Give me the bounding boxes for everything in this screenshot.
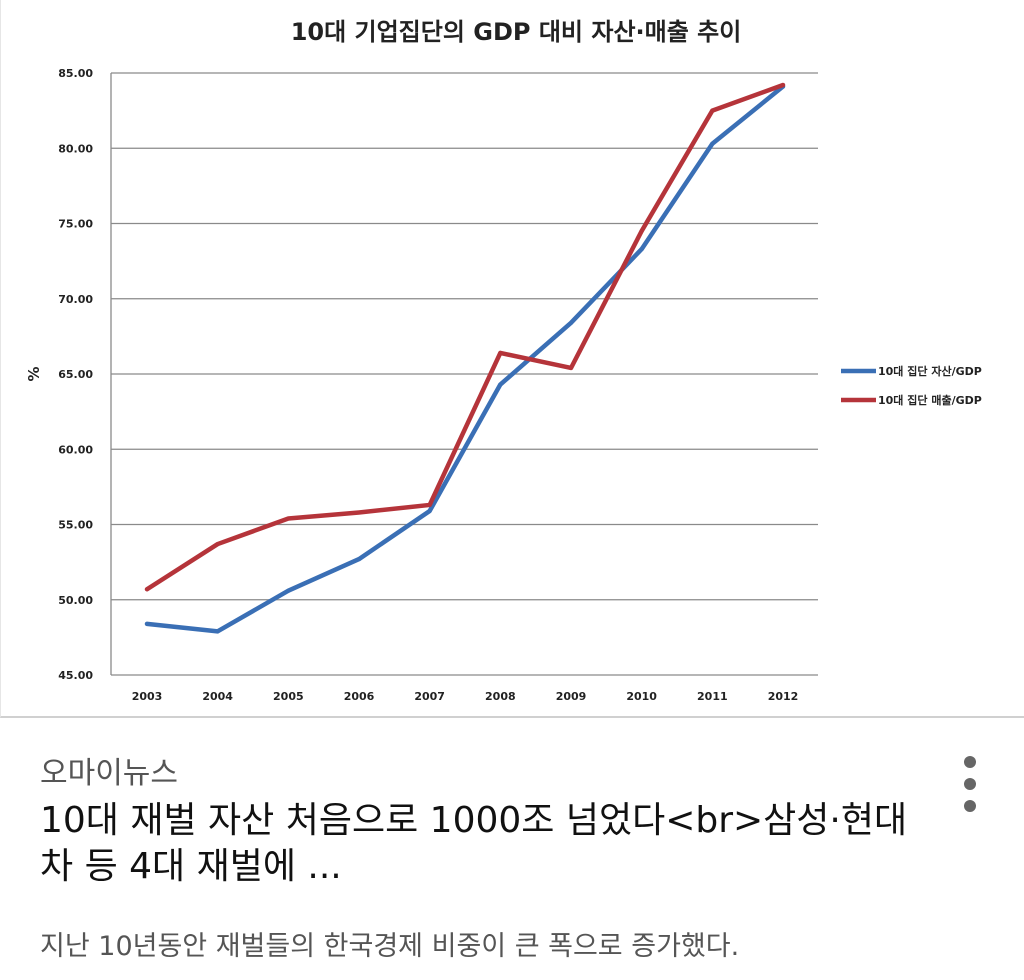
x-tick-label: 2010 xyxy=(626,690,657,703)
more-dot xyxy=(964,756,976,768)
series-0-point xyxy=(286,588,291,593)
x-tick-label: 2009 xyxy=(556,690,587,703)
series-0-point xyxy=(145,621,149,626)
x-tick-label: 2006 xyxy=(344,690,375,703)
series-0-point xyxy=(710,141,715,146)
news-snippet: 지난 10년동안 재벌들의 한국경제 비중이 큰 폭으로 증가했다. xyxy=(40,931,740,962)
series-1-point xyxy=(569,365,573,370)
series-0-point xyxy=(569,320,573,325)
y-tick-label: 50.00 xyxy=(58,594,93,607)
series-line-1 xyxy=(144,82,786,592)
y-tick-label: 75.00 xyxy=(58,218,93,231)
series-1-point xyxy=(781,83,785,88)
y-tick-label: 45.00 xyxy=(58,669,93,682)
x-tick-label: 2011 xyxy=(697,690,728,703)
series-1-point xyxy=(427,502,432,507)
more-vert-icon[interactable] xyxy=(952,754,988,818)
series-0-point xyxy=(427,508,432,513)
x-tick-label: 2008 xyxy=(485,690,516,703)
y-tick-label: 60.00 xyxy=(58,443,93,456)
series-0-point xyxy=(215,629,220,634)
y-tick-label: 55.00 xyxy=(58,519,93,532)
x-tick-label: 2003 xyxy=(132,690,163,703)
series-1-point xyxy=(639,229,644,234)
series-1-point xyxy=(498,350,503,355)
series-1-point xyxy=(357,510,361,515)
series-0-point xyxy=(639,247,644,252)
more-dot xyxy=(964,778,976,790)
news-headline[interactable]: 10대 재벌 자산 처음으로 1000조 넘었다<br>삼성·현대차 등 4대 … xyxy=(40,800,908,887)
chart-card: 10대 기업집단의 GDP 대비 자산·매출 추이 % 2003 2004 2005… xyxy=(0,0,1024,718)
news-source: 오마이뉴스 xyxy=(40,756,178,791)
legend-label-1: 10대 집단 매출/GDP xyxy=(878,393,982,407)
x-tick-label: 2004 xyxy=(202,690,233,703)
news-card[interactable]: 오마이뉴스 10대 재벌 자산 처음으로 1000조 넘었다<br>삼성·현대차… xyxy=(0,718,1024,980)
series-0-point xyxy=(357,557,361,562)
y-axis-label: % xyxy=(25,366,43,381)
series-1-point xyxy=(710,108,715,113)
y-tick-label: 70.00 xyxy=(58,293,93,306)
series-1-point xyxy=(286,516,291,521)
series-1-point xyxy=(215,542,220,547)
chart-title: 10대 기업집단의 GDP 대비 자산·매출 추이 xyxy=(291,18,742,46)
x-tick-label: 2012 xyxy=(768,690,799,703)
x-tick-label: 2007 xyxy=(414,690,445,703)
series-line-0 xyxy=(144,84,786,634)
series-1-point xyxy=(145,587,149,592)
y-tick-label: 85.00 xyxy=(58,67,93,80)
more-dot xyxy=(964,800,976,812)
y-tick-label: 65.00 xyxy=(58,368,93,381)
line-chart: 10대 기업집단의 GDP 대비 자산·매출 추이 % 2003 2004 2005… xyxy=(25,18,982,703)
legend-label-0: 10대 집단 자산/GDP xyxy=(878,364,982,378)
y-tick-label: 80.00 xyxy=(58,142,93,155)
series-0-point xyxy=(498,382,503,387)
x-tick-label: 2005 xyxy=(273,690,304,703)
